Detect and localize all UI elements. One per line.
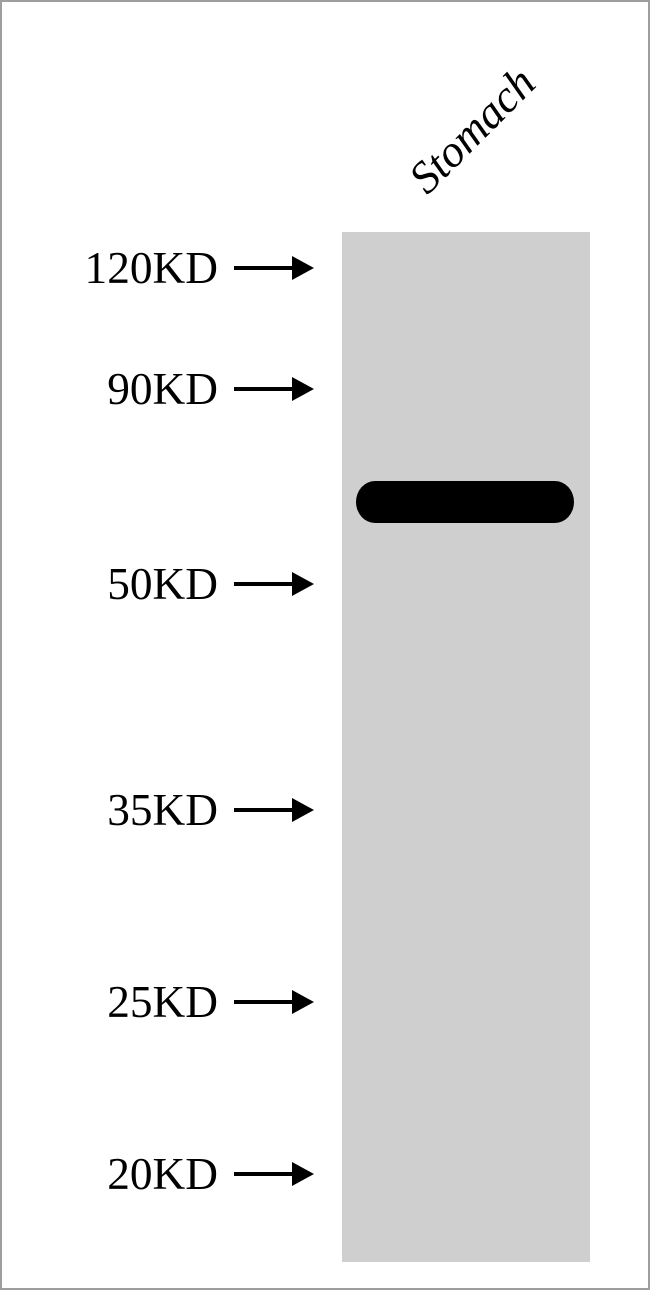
band-stomach xyxy=(356,481,574,523)
lane-strip xyxy=(342,232,590,1262)
marker-arrow-120kd xyxy=(234,256,314,280)
marker-label-90kd: 90KD xyxy=(107,363,218,415)
lane-label-stomach: Stomach xyxy=(398,56,545,203)
marker-label-50kd: 50KD xyxy=(107,558,218,610)
western-blot-figure: Stomach 120KD 90KD 50KD 35KD 25KD 20KD xyxy=(0,0,650,1290)
marker-arrow-25kd xyxy=(234,990,314,1014)
lane-label-text: Stomach xyxy=(399,57,545,203)
marker-label-35kd: 35KD xyxy=(107,784,218,836)
marker-arrow-35kd xyxy=(234,798,314,822)
marker-arrow-20kd xyxy=(234,1162,314,1186)
marker-arrow-90kd xyxy=(234,377,314,401)
marker-arrow-50kd xyxy=(234,572,314,596)
marker-label-120kd: 120KD xyxy=(85,242,218,294)
marker-label-25kd: 25KD xyxy=(107,976,218,1028)
marker-label-20kd: 20KD xyxy=(107,1148,218,1200)
